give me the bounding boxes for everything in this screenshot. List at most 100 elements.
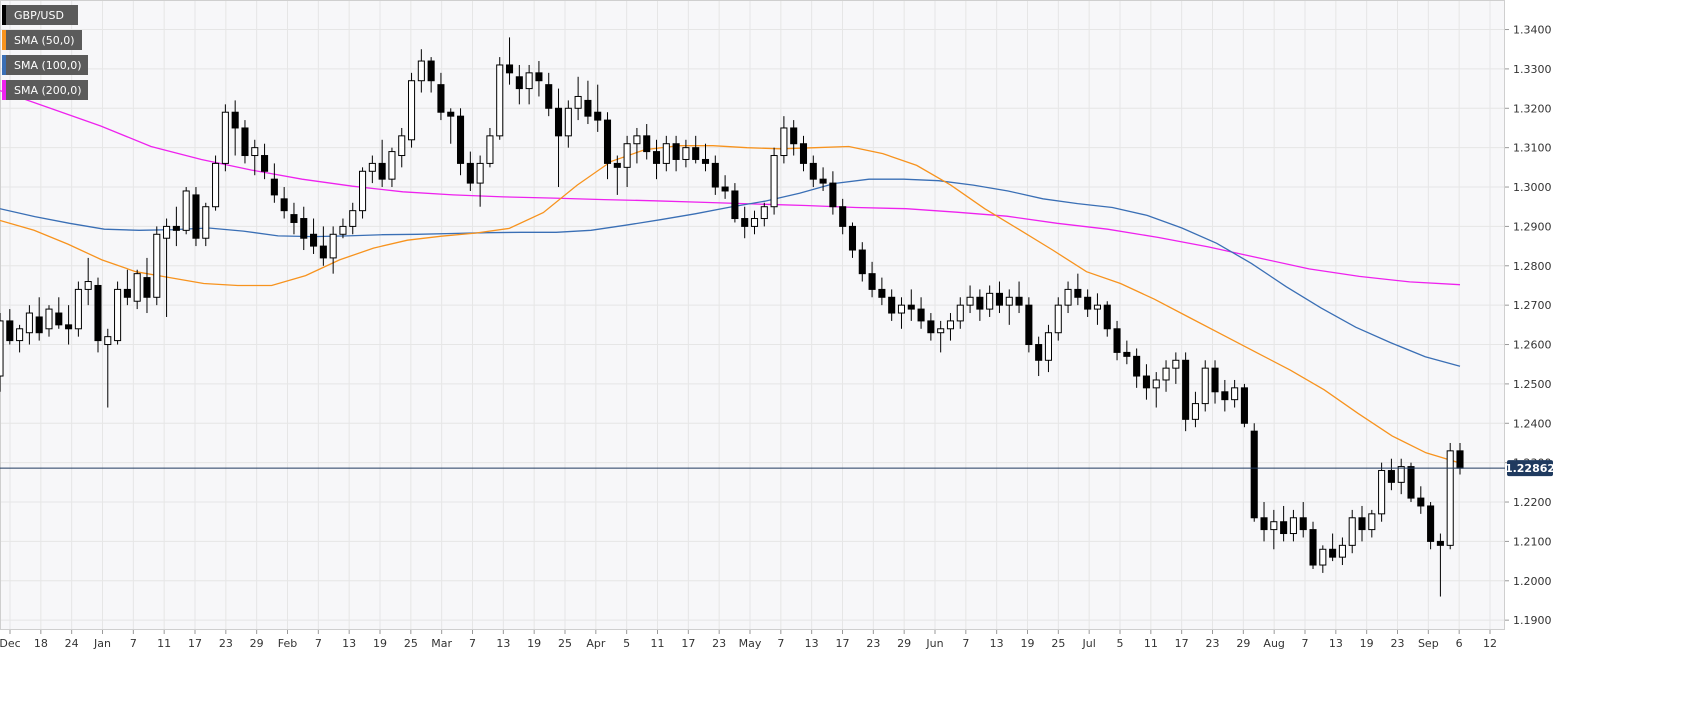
candle <box>584 80 592 125</box>
candle-body <box>1142 375 1150 389</box>
candle-body <box>770 155 778 208</box>
candle-body <box>956 304 964 322</box>
x-tick-label: 29 <box>897 637 911 650</box>
candle <box>496 57 504 140</box>
candle-body <box>1054 304 1062 334</box>
x-tick-label: 19 <box>1021 637 1035 650</box>
legend-item: SMA (100,0) <box>2 55 88 75</box>
y-tick-label: 1.2200 <box>1513 496 1552 509</box>
candle <box>1133 348 1141 388</box>
candle-body <box>829 182 837 208</box>
x-tick-label: 7 <box>469 637 476 650</box>
candle-body <box>584 99 592 117</box>
candle <box>1378 462 1386 522</box>
candle-body <box>554 107 563 137</box>
candle <box>917 297 925 329</box>
candle <box>408 72 416 148</box>
candle <box>594 84 602 132</box>
candle <box>701 143 710 172</box>
candle <box>662 135 670 172</box>
sma100-line <box>0 178 1461 367</box>
candle-body <box>692 147 700 160</box>
candle-body <box>1387 470 1395 483</box>
candle <box>1427 502 1435 550</box>
candle <box>770 147 778 215</box>
candle <box>1172 352 1180 384</box>
legend-label: GBP/USD <box>14 9 64 22</box>
y-tick-label: 1.2700 <box>1513 299 1552 312</box>
candle-body <box>515 76 523 90</box>
legend-label: SMA (200,0) <box>14 84 82 97</box>
candle <box>682 139 690 168</box>
candle <box>1387 458 1395 491</box>
candle-body <box>721 186 729 192</box>
candle <box>937 320 945 353</box>
candle-body <box>1064 288 1072 306</box>
candle-body <box>623 143 631 168</box>
candle <box>1309 521 1317 569</box>
candle-body <box>427 60 435 82</box>
candle-body <box>300 218 308 239</box>
candle <box>1182 352 1190 432</box>
candle <box>603 112 612 180</box>
candle-body <box>1084 296 1092 310</box>
candle-body <box>466 162 474 184</box>
x-tick-label: 25 <box>1051 637 1065 650</box>
candle <box>1074 273 1082 306</box>
x-tick-label: 7 <box>130 637 137 650</box>
candle <box>1211 360 1219 404</box>
candle <box>1250 423 1258 522</box>
x-tick-label: 11 <box>651 637 665 650</box>
candle <box>6 309 14 345</box>
candle <box>153 226 161 306</box>
candle <box>545 72 553 117</box>
x-tick-label: 13 <box>990 637 1004 650</box>
candle <box>280 187 288 219</box>
candle <box>1436 533 1444 597</box>
candle-body <box>408 80 416 141</box>
candle <box>1152 372 1160 408</box>
candle-body <box>143 277 151 298</box>
y-tick-label: 1.3000 <box>1513 181 1552 194</box>
x-tick-label: 7 <box>962 637 969 650</box>
candle-body <box>378 162 386 180</box>
candle <box>1289 509 1297 542</box>
x-tick-label: Dec <box>0 637 21 650</box>
candle <box>300 206 308 251</box>
candle-body <box>349 210 357 227</box>
candle <box>692 135 700 164</box>
candle <box>633 127 641 164</box>
candle <box>799 135 808 172</box>
candle <box>133 269 141 310</box>
x-tick-label: 13 <box>496 637 510 650</box>
candle <box>1123 340 1131 365</box>
candle-body <box>123 288 131 298</box>
candle <box>447 108 455 144</box>
candle-body <box>290 214 298 223</box>
candle-body <box>0 320 4 377</box>
x-tick-label: 5 <box>1117 637 1124 650</box>
candle <box>711 155 719 195</box>
candle <box>613 155 621 195</box>
candle <box>1446 442 1454 550</box>
candle <box>1260 502 1268 542</box>
candle-body <box>1240 387 1248 424</box>
candle <box>163 218 171 317</box>
candle-body <box>1348 517 1356 546</box>
candle-body <box>104 336 112 346</box>
y-tick-label: 1.2600 <box>1513 339 1552 352</box>
candle-body <box>388 151 396 180</box>
candle-body <box>613 162 621 168</box>
legend-item-background <box>2 80 88 100</box>
candle-body <box>417 60 425 82</box>
candle-body <box>339 225 347 235</box>
candle-body <box>1358 517 1366 531</box>
candle <box>1084 289 1092 317</box>
candle <box>143 257 151 314</box>
candle-body <box>652 151 661 164</box>
x-tick-label: 23 <box>219 637 233 650</box>
candle <box>261 143 269 180</box>
candle <box>1054 297 1062 341</box>
candle <box>1162 360 1170 392</box>
candle-body <box>799 143 808 164</box>
